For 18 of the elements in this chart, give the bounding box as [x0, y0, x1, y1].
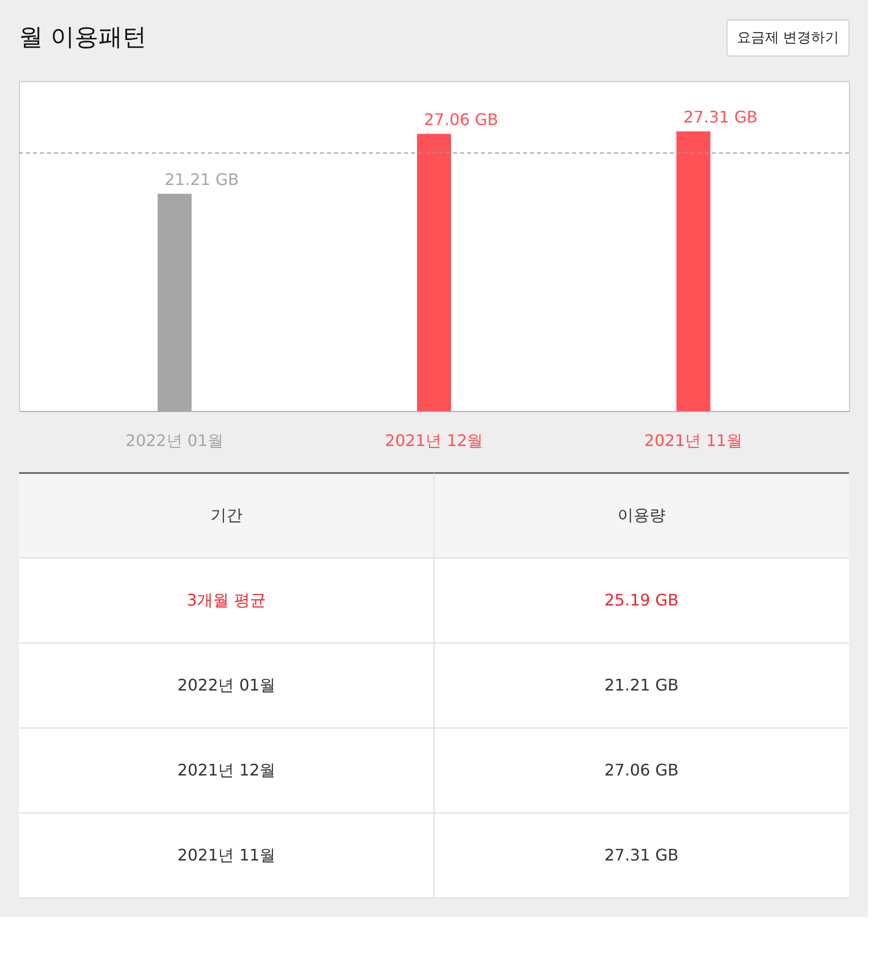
x-tick-label: 2022년 01월: [126, 431, 224, 450]
category-label: 2021년 11월: [177, 846, 276, 864]
text: 기간: [210, 506, 242, 524]
text: 27.31 GB: [604, 846, 679, 864]
text: 27.06 GB: [604, 760, 679, 780]
category-label: 2022년 01월: [177, 676, 276, 694]
text: 21.21 GB: [604, 676, 679, 694]
data-label: 27.31 GB: [683, 107, 758, 126]
data-label: 27.06 GB: [424, 110, 498, 129]
data-label: 21.21 GB: [164, 170, 239, 189]
text: 요금제 변경하기: [736, 30, 840, 46]
text: 3개월 평균: [186, 590, 266, 610]
text: 이용량: [618, 506, 666, 524]
text: 25.19 GB: [604, 590, 679, 610]
x-tick-label: 2021년 11월: [644, 431, 742, 450]
category-label: 2021년 12월: [177, 760, 276, 780]
x-tick-label: 2021년 12월: [384, 431, 484, 450]
chart-title: 월 이용패턴: [19, 23, 147, 51]
